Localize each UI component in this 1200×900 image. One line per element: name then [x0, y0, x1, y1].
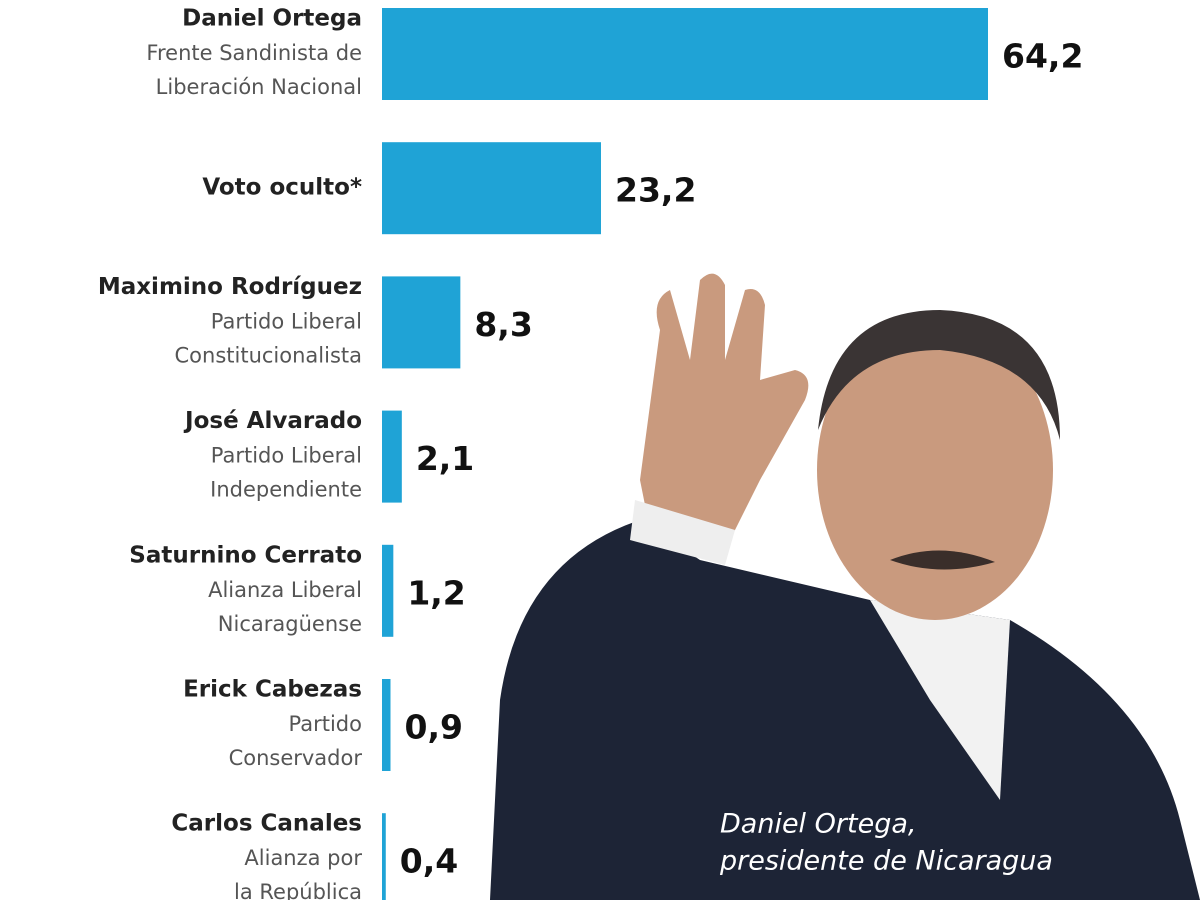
candidate-name: Voto oculto*: [202, 175, 362, 201]
party-name: Conservador: [229, 746, 363, 770]
party-name: Alianza por: [244, 846, 362, 870]
bar: [382, 410, 402, 503]
photo-caption: presidente de Nicaragua: [719, 846, 1053, 877]
value-label: 1,2: [407, 573, 465, 612]
bar: [382, 142, 601, 235]
value-label: 23,2: [615, 171, 696, 210]
bar: [382, 813, 386, 900]
photo-caption: Daniel Ortega,: [720, 809, 916, 840]
party-name: Independiente: [210, 478, 362, 502]
party-name: Alianza Liberal: [208, 578, 362, 602]
candidate-name: Daniel Ortega: [182, 6, 362, 32]
plot: Daniel Ortega Frente Sandinista de Liberac…: [98, 6, 1083, 900]
party-name: la República: [234, 880, 362, 900]
candidate-name: José Alvarado: [183, 408, 362, 434]
bar: [382, 8, 988, 100]
bar: [382, 276, 461, 369]
party-name: Nicaragüense: [218, 612, 362, 636]
party-name: Partido Liberal: [211, 309, 362, 333]
party-name: Constitucionalista: [175, 343, 363, 367]
bar: [382, 679, 391, 771]
value-label: 2,1: [416, 439, 474, 478]
party-name: Liberación Nacional: [156, 75, 362, 99]
party-name: Partido: [289, 712, 362, 736]
candidate-name: Carlos Canales: [171, 811, 362, 837]
value-label: 64,2: [1002, 37, 1083, 76]
party-name: Partido Liberal: [211, 444, 362, 468]
candidate-name: Maximino Rodríguez: [98, 274, 362, 300]
photo: [490, 273, 1200, 900]
candidate-name: Saturnino Cerrato: [129, 542, 362, 568]
bar: [382, 544, 394, 637]
value-label: 0,4: [400, 842, 458, 881]
value-label: 0,9: [404, 708, 462, 747]
candidate-name: Erick Cabezas: [183, 677, 362, 703]
party-name: Frente Sandinista de: [146, 41, 362, 65]
value-label: 8,3: [474, 305, 532, 344]
